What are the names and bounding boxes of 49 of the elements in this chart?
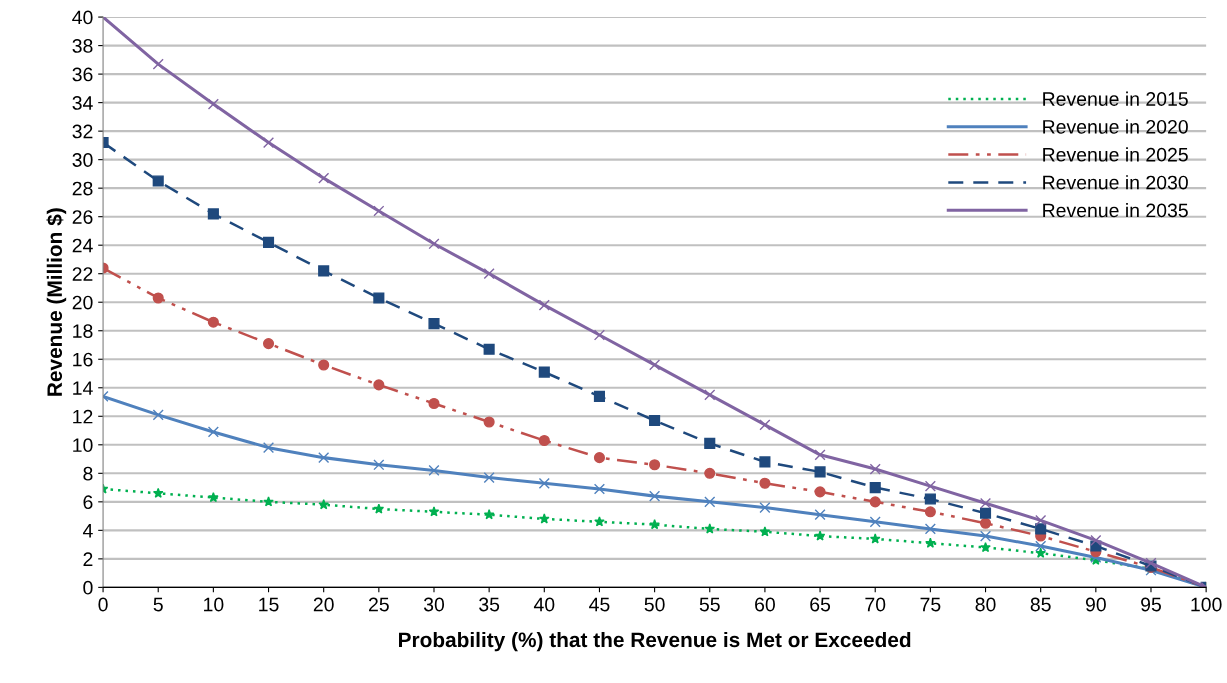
- x-tick-label: 5: [153, 597, 163, 612]
- x-tick-label: 15: [259, 597, 279, 612]
- x-tick-label: 90: [1085, 597, 1106, 612]
- x-axis-title: Probability (%) that the Revenue is Met or Exceeded: [399, 631, 911, 652]
- x-tick-label: 80: [975, 597, 996, 612]
- x-tick-label: 75: [920, 597, 941, 612]
- y-tick-label: 34: [72, 96, 93, 110]
- y-tick-label: 4: [82, 524, 93, 538]
- y-tick-label: 40: [72, 10, 93, 25]
- y-tick-label: 32: [72, 124, 93, 139]
- y-axis-title: Revenue (Million $): [46, 208, 67, 396]
- x-tick-label: 20: [313, 597, 334, 612]
- y-tick-label: 12: [73, 409, 93, 424]
- x-tick-label: 55: [699, 597, 720, 612]
- x-tick-label: 60: [755, 597, 775, 612]
- legend-label: Revenue in 2025: [1043, 147, 1188, 162]
- legend-label: Revenue in 2035: [1043, 203, 1188, 218]
- x-tick-label: 45: [589, 597, 610, 612]
- y-tick-label: 10: [73, 438, 93, 453]
- x-tick-label: 30: [423, 597, 445, 612]
- x-tick-label: 10: [204, 597, 224, 612]
- legend-label: Revenue in 2015: [1043, 91, 1188, 106]
- y-tick-label: 2: [83, 552, 93, 566]
- y-tick-label: 6: [83, 495, 93, 510]
- legend-label: Revenue in 2030: [1043, 175, 1188, 190]
- x-tick-label: 65: [810, 597, 831, 612]
- y-tick-label: 0: [83, 580, 93, 595]
- y-tick-label: 26: [72, 210, 93, 224]
- x-tick-label: 100: [1191, 597, 1222, 612]
- x-tick-label: 95: [1141, 597, 1161, 612]
- x-tick-label: 35: [479, 597, 500, 612]
- y-tick-label: 30: [72, 153, 93, 167]
- y-tick-label: 36: [72, 67, 93, 82]
- y-tick-label: 20: [72, 295, 93, 310]
- y-tick-label: 22: [72, 267, 93, 281]
- y-tick-label: 28: [72, 181, 93, 196]
- y-tick-label: 16: [73, 352, 93, 367]
- y-tick-label: 8: [83, 466, 93, 481]
- y-tick-label: 24: [72, 238, 93, 253]
- x-tick-label: 70: [865, 597, 886, 612]
- x-tick-label: 25: [369, 597, 389, 612]
- x-tick-label: 0: [98, 597, 108, 612]
- x-tick-label: 85: [1030, 597, 1051, 612]
- legend-label: Revenue in 2020: [1043, 119, 1188, 134]
- x-tick-label: 40: [533, 597, 555, 612]
- y-tick-label: 18: [73, 324, 93, 338]
- x-tick-label: 50: [644, 597, 665, 612]
- y-tick-label: 14: [73, 381, 93, 395]
- y-tick-label: 38: [72, 39, 93, 53]
